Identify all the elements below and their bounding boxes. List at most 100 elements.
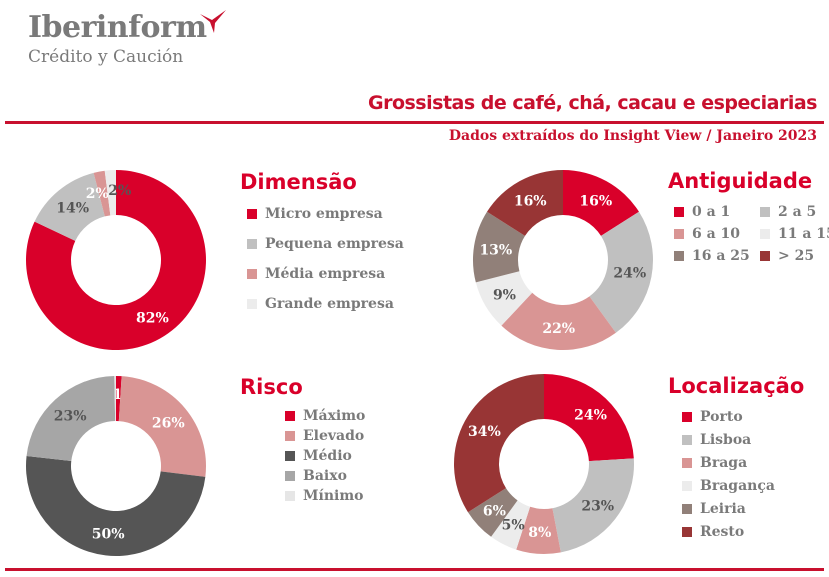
data-label: 16%	[514, 193, 547, 209]
legend-label: Grande empresa	[265, 296, 394, 312]
data-label: 16%	[579, 193, 612, 209]
data-label: 24%	[613, 266, 646, 282]
legend-swatch	[682, 481, 692, 491]
legend-label: Bragança	[700, 478, 775, 494]
slice-m-nimo	[114, 376, 116, 422]
slice-resto	[453, 374, 544, 513]
legend-label: Média empresa	[265, 266, 386, 282]
legend-label: 2 a 5	[778, 204, 817, 220]
slice-braga	[516, 506, 561, 554]
legend-item: 16 a 25	[674, 248, 760, 264]
legend-swatch	[760, 251, 770, 261]
data-label: 8%	[528, 525, 551, 541]
legend-item: Leiria	[682, 501, 775, 517]
legend-swatch	[285, 471, 295, 481]
legend-item: Pequena empresa	[247, 236, 404, 252]
slice-elevado	[118, 376, 206, 477]
data-label: 82%	[136, 310, 169, 326]
data-label: 9%	[493, 288, 516, 304]
legend-item: Grande empresa	[247, 296, 404, 312]
footer-divider	[5, 568, 824, 571]
legend-label: 0 a 1	[692, 204, 731, 220]
legend-risco: Máximo Elevado Médio Baixo Mínimo	[285, 408, 365, 508]
legend-label: Mínimo	[303, 488, 364, 504]
legend-item: 0 a 1	[674, 204, 760, 220]
data-label: 6%	[483, 504, 506, 520]
legend-swatch	[247, 269, 257, 279]
data-label: 24%	[574, 407, 607, 423]
legend-label: Máximo	[303, 408, 366, 424]
legend-item: > 25	[760, 248, 829, 264]
legend-label: Braga	[700, 455, 748, 471]
legend-label: Lisboa	[700, 432, 752, 448]
slice-grande-empresa	[104, 170, 116, 216]
data-label: 26%	[152, 416, 185, 432]
legend-swatch	[285, 491, 295, 501]
data-label: 5%	[502, 518, 525, 534]
legend-label: 6 a 10	[692, 226, 741, 242]
chart-title-risco: Risco	[240, 375, 303, 399]
slice-11-a-15	[475, 271, 533, 326]
slice-m-dia-empresa	[93, 170, 111, 217]
slice-0-a-1	[563, 170, 639, 236]
title-divider	[5, 121, 824, 124]
legend-item: Micro empresa	[247, 206, 404, 222]
data-label: 23%	[581, 499, 614, 515]
legend-label: Pequena empresa	[265, 236, 404, 252]
data-label: 2%	[108, 183, 131, 199]
legend-label: 16 a 25	[692, 248, 750, 264]
logo-text: Iberinform	[28, 10, 207, 45]
legend-swatch	[682, 412, 692, 422]
legend-swatch	[760, 207, 770, 217]
legend-item: Porto	[682, 409, 775, 425]
legend-swatch	[682, 458, 692, 468]
slice-bragan-a	[491, 500, 531, 550]
data-label: 2%	[86, 186, 109, 202]
legend-localizacao: Porto Lisboa Braga Bragança Leiria Resto	[682, 409, 775, 547]
slice-6-a-10	[501, 292, 616, 351]
legend-swatch	[247, 299, 257, 309]
legend-item: Braga	[682, 455, 775, 471]
legend-swatch	[674, 251, 684, 261]
legend-label: Porto	[700, 409, 743, 425]
legend-swatch	[674, 207, 684, 217]
legend-label: Resto	[700, 524, 745, 540]
data-label: 22%	[542, 321, 575, 337]
slice-pequena-empresa	[34, 172, 105, 241]
legend-swatch	[247, 239, 257, 249]
legend-item: 6 a 10	[674, 226, 760, 242]
legend-dimensao: Micro empresa Pequena empresa Média empres…	[247, 206, 404, 326]
data-label: 23%	[54, 409, 87, 425]
page-subtitle: Dados extraídos do Insight View / Janeir…	[448, 128, 817, 144]
chart-title-antiguidade: Antiguidade	[668, 169, 813, 193]
data-label: 14%	[56, 201, 89, 217]
legend-label: Leiria	[700, 501, 746, 517]
data-label: 50%	[92, 527, 125, 543]
legend-item: Resto	[682, 524, 775, 540]
legend-label: Baixo	[303, 468, 347, 484]
legend-item: Bragança	[682, 478, 775, 494]
slice-2-a-5	[589, 211, 653, 333]
slice-leiria	[468, 488, 518, 537]
legend-swatch	[247, 209, 257, 219]
legend-swatch	[682, 527, 692, 537]
legend-label: > 25	[778, 248, 815, 264]
legend-item: Médio	[285, 448, 365, 464]
legend-label: Médio	[303, 448, 352, 464]
slice-m-dio	[26, 456, 206, 556]
legend-label: Micro empresa	[265, 206, 383, 222]
data-label: 34%	[468, 424, 501, 440]
legend-item: 2 a 5	[760, 204, 829, 220]
legend-label: 11 a 15	[778, 226, 829, 242]
legend-item: Elevado	[285, 428, 365, 444]
slice--25	[487, 170, 563, 236]
slice-16-a-25	[472, 211, 526, 283]
legend-item: 11 a 15	[760, 226, 829, 242]
legend-swatch	[285, 411, 295, 421]
legend-swatch	[285, 451, 295, 461]
legend-swatch	[682, 435, 692, 445]
logo-subtext: Crédito y Caución	[28, 47, 184, 67]
slice-micro-empresa	[25, 170, 206, 351]
logo-mark-icon	[200, 10, 226, 33]
